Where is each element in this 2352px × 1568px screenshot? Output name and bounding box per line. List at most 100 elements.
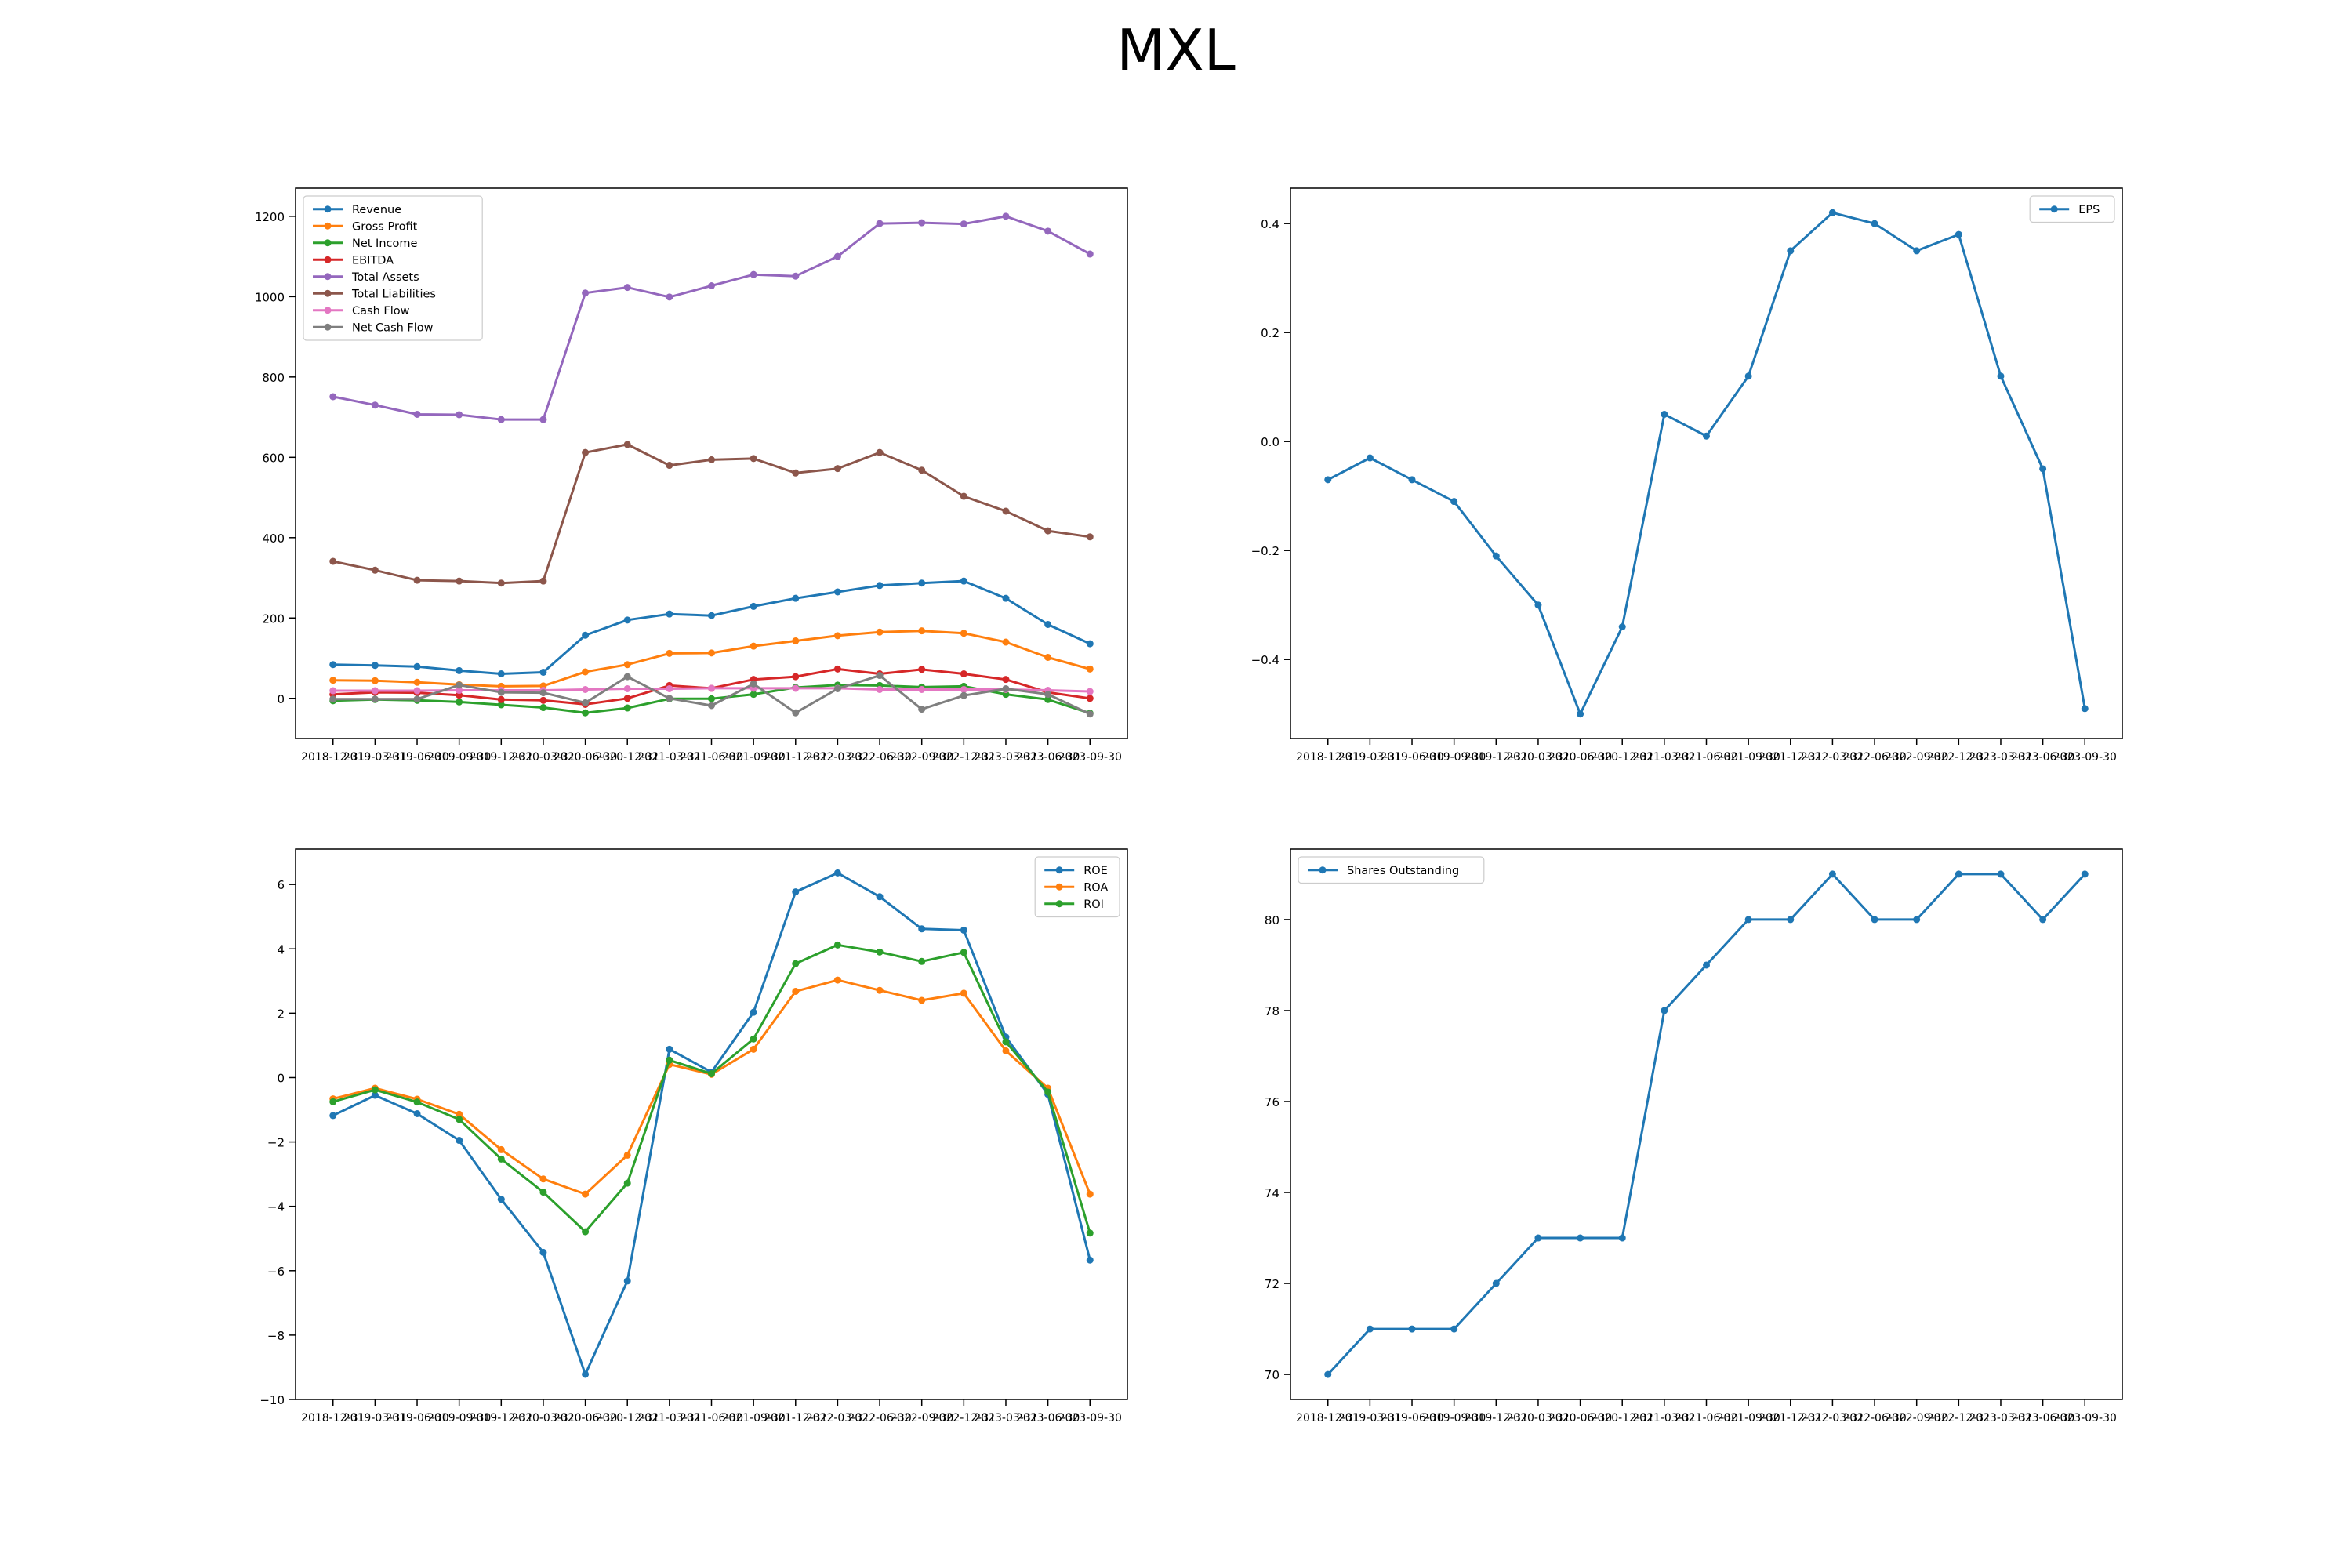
data-point — [918, 706, 926, 713]
x-tick-label: 2023-06-30 — [1016, 1412, 1080, 1425]
data-point — [456, 687, 463, 695]
data-point — [1002, 594, 1010, 602]
data-point — [750, 680, 757, 688]
returns-panel: −10−8−6−4−202462018-12-312019-03-312019-… — [260, 848, 1128, 1425]
legend-swatch-marker — [1055, 900, 1063, 908]
legend-frame — [1034, 856, 1120, 918]
data-point — [750, 642, 757, 650]
x-tick-label: 2020-06-30 — [554, 1412, 617, 1425]
legend-swatch-marker — [2050, 205, 2058, 213]
series-revenue — [329, 577, 1094, 678]
x-tick-label: 2022-06-30 — [1842, 1412, 1906, 1425]
data-point — [623, 284, 631, 292]
data-point — [329, 661, 337, 669]
data-point — [1366, 1325, 1374, 1333]
data-point — [792, 987, 800, 995]
x-tick-label: 2021-12-31 — [1759, 1412, 1822, 1425]
series-total-assets — [329, 212, 1094, 423]
data-point — [413, 1109, 421, 1117]
y-tick-label: −2 — [267, 1136, 285, 1150]
x-tick-label: 2020-03-31 — [1506, 1412, 1570, 1425]
series-roi — [329, 941, 1094, 1237]
data-point — [833, 665, 841, 673]
eps-panel: −0.4−0.20.00.20.42018-12-312019-03-31201… — [1251, 187, 2123, 764]
x-tick-label: 2020-12-31 — [596, 1412, 659, 1425]
legend-label: ROI — [1083, 898, 1104, 911]
data-point — [1618, 623, 1626, 631]
data-point — [666, 695, 673, 702]
legend-item-net-cash-flow: Net Cash Flow — [313, 321, 434, 334]
data-point — [539, 1175, 547, 1183]
legend-label: Gross Profit — [352, 220, 418, 233]
y-tick-label: 0 — [277, 692, 285, 706]
data-point — [1534, 1234, 1542, 1242]
data-point — [876, 986, 884, 994]
data-point — [750, 691, 757, 699]
x-tick-label: 2021-06-30 — [680, 751, 743, 764]
data-point — [371, 695, 379, 703]
legend-frame — [2029, 195, 2115, 223]
data-point — [539, 1189, 547, 1196]
figure-title: MXL — [1116, 17, 1236, 83]
x-tick-label: 2020-06-30 — [1548, 751, 1612, 764]
data-point — [1002, 676, 1010, 684]
x-tick-label: 2020-03-31 — [511, 751, 575, 764]
y-tick-label: −10 — [260, 1393, 285, 1407]
data-point — [960, 630, 967, 637]
data-point — [876, 220, 884, 227]
data-point — [1044, 227, 1052, 235]
y-tick-label: 2 — [277, 1007, 285, 1021]
x-tick-label: 2021-03-31 — [637, 1412, 701, 1425]
data-point — [708, 1070, 715, 1078]
x-tick-label: 2022-12-31 — [1927, 1412, 1991, 1425]
data-point — [876, 582, 884, 590]
data-point — [1044, 653, 1052, 661]
data-point — [918, 579, 926, 587]
data-point — [1492, 1279, 1500, 1287]
data-point — [623, 1277, 631, 1285]
data-point — [329, 1112, 337, 1120]
series-net-cash-flow — [329, 672, 1094, 718]
data-point — [960, 492, 967, 500]
x-tick-label: 2019-03-31 — [343, 1412, 407, 1425]
data-point — [918, 627, 926, 635]
legend-frame — [1298, 856, 1485, 884]
data-point — [666, 1045, 673, 1053]
legend-swatch-marker — [324, 239, 332, 247]
data-point — [960, 949, 967, 956]
legend-swatch-marker — [324, 205, 332, 213]
data-point — [1577, 1234, 1584, 1242]
data-point — [1955, 870, 1962, 878]
x-tick-label: 2019-03-31 — [1338, 1412, 1402, 1425]
data-point — [1744, 372, 1752, 380]
data-point — [1044, 527, 1052, 535]
data-point — [960, 220, 967, 228]
x-tick-label: 2019-06-30 — [1380, 1412, 1443, 1425]
axes-frame — [295, 848, 1128, 1400]
series-line — [332, 943, 1091, 1234]
financials-panel: 0 200 400 600 800 1000 1200 2018-12-312019-03-3… — [255, 187, 1128, 764]
data-point — [1086, 695, 1094, 702]
data-point — [1002, 638, 1010, 646]
axes-frame — [1290, 848, 2123, 1400]
y-tick-label: 72 — [1265, 1277, 1279, 1291]
data-point — [329, 1098, 337, 1105]
x-tick-label: 2023-09-30 — [1058, 751, 1122, 764]
legend-label: ROA — [1083, 881, 1108, 894]
x-tick-label: 2021-06-30 — [1675, 1412, 1738, 1425]
data-point — [2081, 705, 2089, 713]
x-tick-label: 2022-12-31 — [1927, 751, 1991, 764]
data-point — [2039, 465, 2047, 473]
data-point — [582, 668, 590, 676]
x-tick-label: 2021-06-30 — [680, 1412, 743, 1425]
data-point — [456, 666, 463, 674]
x-tick-label: 2023-06-30 — [2011, 1412, 2074, 1425]
legend-swatch-marker — [1055, 883, 1063, 891]
data-point — [1002, 684, 1010, 692]
x-tick-label: 2019-03-31 — [1338, 751, 1402, 764]
x-tick-label: 2021-03-31 — [1632, 1412, 1696, 1425]
x-tick-label: 2019-03-31 — [343, 751, 407, 764]
data-point — [1002, 1038, 1010, 1046]
x-tick-label: 2023-03-31 — [974, 751, 1037, 764]
data-point — [497, 695, 505, 703]
